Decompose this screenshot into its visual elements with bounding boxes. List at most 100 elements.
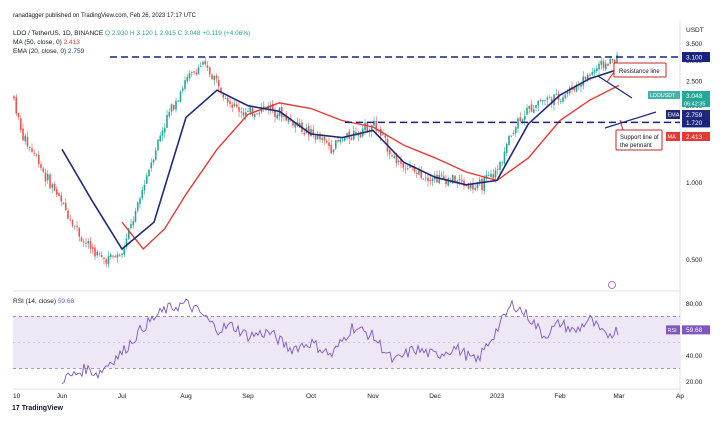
- candle-body: [37, 154, 40, 164]
- rsi-tag-label: RSI: [668, 328, 678, 334]
- candle-body: [294, 122, 297, 128]
- candle-body: [508, 136, 510, 145]
- ma50-line: [121, 84, 620, 251]
- candle-body: [148, 169, 150, 177]
- candle-body: [528, 105, 531, 109]
- price-tag-value: 2.413: [686, 134, 703, 141]
- candle-body: [404, 168, 407, 170]
- candle-body: [170, 104, 173, 112]
- candle-body: [447, 178, 450, 186]
- price-tick-label: 2.500: [686, 78, 703, 85]
- candle-body: [33, 152, 36, 154]
- candle-body: [283, 115, 285, 117]
- candle-body: [339, 139, 342, 142]
- candle-body: [499, 161, 501, 170]
- rsi-legend: RSI (14, close) 59.68: [13, 298, 74, 305]
- price-tag-label-box: [666, 132, 680, 141]
- candle-body: [586, 75, 589, 81]
- candle-body: [510, 135, 513, 137]
- candle-body: [539, 100, 542, 101]
- candle-body: [17, 113, 20, 118]
- candle-body: [258, 112, 261, 114]
- candle-body: [55, 189, 58, 195]
- candle-body: [58, 193, 60, 197]
- candle-body: [348, 131, 351, 139]
- candle-body: [78, 227, 81, 237]
- candle-body: [359, 134, 362, 137]
- candle-body: [64, 203, 67, 211]
- price-tag-label: EMA: [668, 113, 680, 119]
- price-tag-symbol: LDOUSDT: [650, 93, 676, 99]
- ema-legend: EMA (20, close, 0) 2.759: [13, 48, 84, 55]
- candle-body: [105, 259, 108, 264]
- candle-body: [85, 242, 87, 244]
- candle-body: [213, 76, 216, 81]
- candle-body: [276, 114, 279, 119]
- candle-body: [19, 118, 22, 131]
- candle-body: [343, 137, 346, 141]
- time-tick-label: Jul: [118, 393, 127, 400]
- candle-body: [76, 226, 78, 228]
- candle-body: [274, 110, 276, 118]
- candle-body: [94, 247, 96, 257]
- candle-body: [28, 146, 31, 148]
- candle-body: [312, 129, 315, 135]
- candle-body: [602, 61, 605, 68]
- price-tag-box: [682, 132, 710, 141]
- candle-body: [53, 183, 56, 191]
- candle-body: [454, 175, 456, 183]
- candle-body: [103, 257, 105, 259]
- price-tag-symbol-box: [648, 91, 680, 99]
- candle-body: [555, 94, 558, 96]
- candle-body: [233, 103, 236, 107]
- candle-body: [422, 178, 425, 180]
- candle-body: [544, 100, 546, 102]
- candle-body: [96, 251, 99, 256]
- candle-body: [334, 140, 337, 149]
- candle-body: [501, 161, 504, 163]
- candle-body: [292, 121, 294, 126]
- candle-body: [26, 136, 29, 147]
- resistance-callout-text: Resistance line: [619, 69, 660, 75]
- rsi-tick-label: 80.00: [686, 301, 703, 308]
- candle-body: [13, 96, 15, 99]
- resistance-callout-arrow: [606, 71, 615, 83]
- candle-body: [350, 137, 353, 140]
- candle-body: [181, 88, 184, 91]
- candle-body: [436, 174, 438, 183]
- candle-body: [521, 119, 524, 123]
- candle-body: [319, 133, 321, 140]
- rsi-line: [61, 298, 619, 384]
- candle-body: [478, 179, 481, 182]
- candle-body: [530, 104, 533, 112]
- candle-body: [332, 149, 335, 153]
- support-callout-text: Support line of: [620, 135, 659, 141]
- price-tag-label-box: [666, 110, 680, 119]
- candle-body: [195, 72, 198, 75]
- candle-body: [24, 135, 27, 142]
- candle-body: [559, 101, 562, 102]
- candle-body: [316, 134, 319, 139]
- level-tag: [682, 117, 710, 128]
- time-tick-label: Jun: [57, 393, 68, 400]
- candle-body: [616, 54, 618, 68]
- candle-body: [159, 135, 162, 142]
- candle-body: [575, 84, 578, 92]
- level-tag-label: 3.100: [686, 55, 703, 62]
- candle-body: [523, 116, 526, 121]
- candle-body: [604, 63, 607, 70]
- candle-body: [330, 144, 333, 154]
- candle-body: [80, 237, 83, 242]
- support-callout-box: [615, 129, 663, 151]
- price-tag-box: [682, 91, 710, 107]
- candle-body: [116, 254, 119, 258]
- candle-body: [463, 180, 465, 186]
- candle-body: [89, 241, 92, 249]
- time-tick-label: Mar: [613, 393, 625, 400]
- candle-body: [244, 112, 247, 117]
- candle-body: [224, 98, 227, 100]
- candle-body: [46, 174, 49, 181]
- candle-body: [391, 155, 393, 157]
- candle-body: [109, 254, 112, 258]
